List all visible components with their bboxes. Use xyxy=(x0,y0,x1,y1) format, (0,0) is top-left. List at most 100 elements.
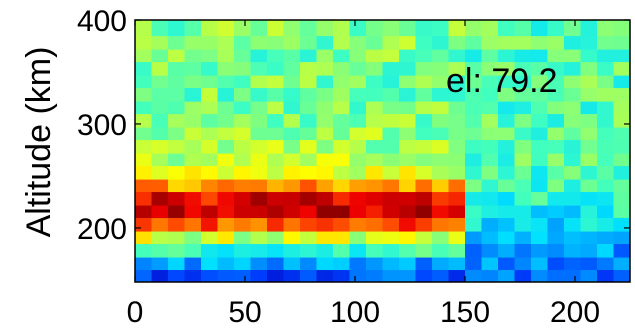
heatmap-cell xyxy=(333,231,350,245)
heatmap-cell xyxy=(234,231,251,245)
heatmap-cell xyxy=(316,75,334,89)
heatmap-cell xyxy=(316,165,334,180)
heatmap-cell xyxy=(349,139,367,154)
heatmap-cell xyxy=(217,61,235,76)
heatmap-cell xyxy=(250,101,268,115)
heatmap-cell xyxy=(168,101,185,115)
heatmap-cell xyxy=(514,153,532,167)
heatmap-cell xyxy=(366,269,383,283)
heatmap-cell xyxy=(349,153,367,167)
heatmap-cell xyxy=(564,269,581,283)
heatmap-cell xyxy=(448,87,466,102)
heatmap-cell xyxy=(448,243,466,258)
heatmap-cell xyxy=(580,231,598,245)
heatmap-cell xyxy=(564,87,581,102)
heatmap-cell xyxy=(300,257,317,271)
heatmap-cell xyxy=(613,87,631,102)
heatmap-cell xyxy=(267,217,284,232)
heatmap-cell xyxy=(135,153,152,167)
heatmap-cell xyxy=(168,49,185,63)
heatmap-cell xyxy=(184,231,202,245)
heatmap-cell xyxy=(267,269,284,283)
heatmap-cell xyxy=(481,127,499,141)
heatmap-cell xyxy=(531,20,548,37)
heatmap-cell xyxy=(448,61,466,76)
heatmap-cell xyxy=(432,257,449,271)
heatmap-cell xyxy=(250,153,268,167)
heatmap-cell xyxy=(283,20,301,37)
heatmap-cell xyxy=(498,217,515,232)
heatmap-cell xyxy=(432,205,449,219)
heatmap-cell xyxy=(465,61,482,76)
heatmap-cell xyxy=(547,165,565,180)
heatmap-cell xyxy=(382,75,400,89)
heatmap-cell xyxy=(333,179,350,193)
heatmap-cell xyxy=(201,217,218,232)
heatmap-cell xyxy=(333,75,350,89)
heatmap-cell xyxy=(514,179,532,193)
heatmap-cell xyxy=(481,231,499,245)
heatmap-cell xyxy=(481,75,499,89)
heatmap-cell xyxy=(547,179,565,193)
heatmap-cell xyxy=(448,113,466,128)
heatmap-cell xyxy=(267,49,284,63)
heatmap-cell xyxy=(465,269,482,283)
heatmap-cell xyxy=(151,179,169,193)
heatmap-cell xyxy=(250,35,268,50)
heatmap-cell xyxy=(333,87,350,102)
heatmap-cell xyxy=(498,191,515,206)
heatmap-cell xyxy=(547,75,565,89)
heatmap-cell xyxy=(415,231,433,245)
heatmap-cell xyxy=(481,269,499,283)
heatmap-cell xyxy=(283,35,301,50)
heatmap-cell xyxy=(564,127,581,141)
heatmap-cell xyxy=(580,217,598,232)
heatmap-cell xyxy=(151,191,169,206)
heatmap-cell xyxy=(151,205,169,219)
heatmap-cell xyxy=(316,127,334,141)
heatmap-cell xyxy=(382,205,400,219)
heatmap-cell xyxy=(135,139,152,154)
heatmap-cell xyxy=(481,49,499,63)
heatmap-cell xyxy=(531,243,548,258)
x-tick-label: 200 xyxy=(550,296,600,328)
heatmap-cell xyxy=(316,153,334,167)
heatmap-cell xyxy=(300,165,317,180)
heatmap-cell xyxy=(250,61,268,76)
heatmap-cell xyxy=(300,179,317,193)
heatmap-cell xyxy=(382,153,400,167)
heatmap-cell xyxy=(481,35,499,50)
heatmap-cell xyxy=(283,165,301,180)
heatmap-cell xyxy=(564,217,581,232)
heatmap-cell xyxy=(432,49,449,63)
heatmap-cell xyxy=(135,179,152,193)
heatmap-cell xyxy=(267,101,284,115)
heatmap-cell xyxy=(234,269,251,283)
heatmap-cell xyxy=(498,35,515,50)
heatmap-cell xyxy=(168,75,185,89)
heatmap-cell xyxy=(366,113,383,128)
heatmap-cell xyxy=(531,179,548,193)
heatmap-cell xyxy=(168,191,185,206)
heatmap-cell xyxy=(283,217,301,232)
heatmap-cell xyxy=(184,205,202,219)
heatmap-cell xyxy=(580,35,598,50)
heatmap-cell xyxy=(399,75,416,89)
heatmap-cell xyxy=(432,179,449,193)
heatmap-cell xyxy=(580,139,598,154)
heatmap-cell xyxy=(514,75,532,89)
heatmap-cell xyxy=(234,257,251,271)
heatmap-cell xyxy=(250,87,268,102)
heatmap-cell xyxy=(597,217,614,232)
heatmap-cell xyxy=(382,101,400,115)
heatmap-cell xyxy=(366,49,383,63)
heatmap-cell xyxy=(151,269,169,283)
heatmap-cell xyxy=(316,87,334,102)
heatmap-cell xyxy=(580,205,598,219)
heatmap-cell xyxy=(333,127,350,141)
heatmap-cell xyxy=(564,165,581,180)
heatmap-cell xyxy=(250,49,268,63)
heatmap-cell xyxy=(514,87,532,102)
heatmap-cell xyxy=(349,127,367,141)
heatmap-cell xyxy=(234,113,251,128)
